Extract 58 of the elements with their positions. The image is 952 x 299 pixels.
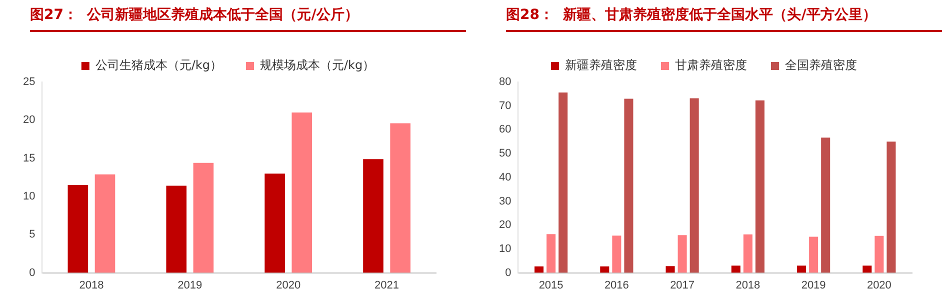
bar	[821, 138, 830, 273]
bar	[68, 185, 88, 273]
x-tick-label: 2015	[538, 279, 564, 292]
x-tick-label: 2016	[604, 279, 629, 292]
legend-label: 新疆养殖密度	[565, 58, 637, 72]
bar	[612, 236, 622, 273]
bar	[874, 236, 884, 273]
bar	[666, 266, 675, 273]
legend-label: 规模场成本（元/kg）	[260, 58, 375, 72]
y-tick-label: 50	[498, 148, 512, 160]
y-tick-label: 10	[22, 190, 36, 203]
bar	[534, 266, 544, 273]
bar	[264, 174, 285, 273]
x-tick-label: 2021	[374, 279, 400, 292]
legend-label: 公司生猪成本（元/kg）	[95, 58, 222, 72]
y-tick-label: 10	[498, 242, 512, 255]
y-tick-label: 0	[29, 266, 36, 279]
x-tick-label: 2017	[670, 279, 695, 292]
bar	[546, 234, 556, 273]
y-tick-label: 25	[22, 76, 36, 88]
legend-label: 甘肃养殖密度	[675, 58, 747, 72]
x-tick-label: 2019	[801, 279, 826, 292]
bar	[292, 112, 312, 273]
y-tick-label: 70	[498, 100, 512, 112]
x-tick-label: 2018	[736, 279, 760, 292]
legend-label: 全国养殖密度	[785, 58, 857, 72]
bar	[690, 98, 699, 273]
bar	[731, 266, 740, 273]
bar	[600, 266, 610, 273]
bar	[390, 123, 410, 273]
y-tick-label: 40	[498, 171, 512, 184]
chart-title: 图27： 公司新疆地区养殖成本低于全国（元/公斤）	[30, 6, 466, 32]
bar	[862, 266, 872, 273]
x-tick-label: 2018	[79, 279, 104, 292]
bar	[166, 186, 187, 273]
y-tick-label: 60	[498, 124, 512, 136]
y-tick-label: 15	[22, 152, 36, 164]
y-tick-label: 20	[498, 219, 512, 232]
bar	[363, 159, 384, 273]
bar	[797, 266, 806, 273]
bar	[193, 162, 214, 273]
bar	[809, 236, 818, 273]
y-tick-label: 20	[22, 114, 36, 126]
x-tick-label: 2020	[276, 279, 301, 292]
bar	[94, 174, 116, 273]
chart-title: 图28： 新疆、甘肃养殖密度低于全国水平（头/平方公里）	[506, 6, 942, 32]
y-tick-label: 0	[505, 266, 512, 279]
x-tick-label: 2020	[866, 279, 892, 292]
bar	[886, 142, 896, 273]
bar	[558, 92, 568, 273]
bar	[624, 98, 634, 273]
bar	[678, 235, 687, 273]
x-tick-label: 2019	[178, 279, 202, 292]
y-tick-label: 5	[29, 228, 36, 241]
bar	[743, 234, 752, 273]
bar	[755, 100, 764, 273]
y-tick-label: 80	[498, 76, 512, 88]
y-tick-label: 30	[498, 195, 512, 208]
